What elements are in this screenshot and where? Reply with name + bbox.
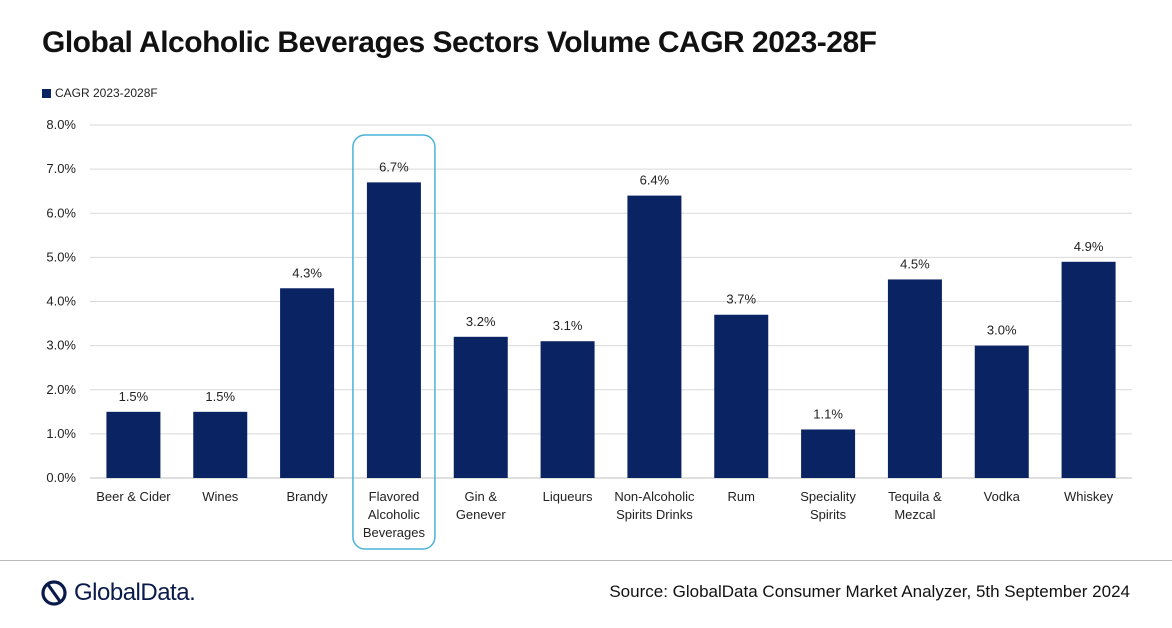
data-label: 3.2%: [466, 314, 496, 329]
bar: [974, 345, 1029, 478]
bar: [453, 336, 508, 478]
highlight-box: [352, 134, 436, 550]
data-label: 3.0%: [987, 323, 1017, 338]
chart-title: Global Alcoholic Beverages Sectors Volum…: [42, 26, 877, 59]
data-label: 1.5%: [205, 389, 235, 404]
x-tick-label: Liqueurs: [543, 489, 593, 504]
source-note: Source: GlobalData Consumer Market Analy…: [609, 582, 1130, 601]
data-label: 1.1%: [813, 406, 843, 421]
globaldata-logo-icon: [41, 580, 67, 606]
x-tick-label: Whiskey: [1064, 489, 1114, 504]
data-label: 4.3%: [292, 265, 322, 280]
x-tick-label: Gin & Genever: [456, 489, 507, 522]
data-label: 3.1%: [553, 318, 583, 333]
bar: [627, 195, 682, 478]
y-tick-label: 5.0%: [46, 249, 76, 264]
globaldata-logo: GlobalData.: [40, 578, 196, 608]
legend-label: CAGR 2023-2028F: [55, 86, 158, 100]
bar: [193, 411, 248, 478]
bar: [887, 279, 942, 478]
bar: [106, 411, 161, 478]
legend: CAGR 2023-2028F: [42, 86, 158, 100]
data-label: 3.7%: [726, 292, 756, 307]
bar: [1061, 261, 1116, 478]
y-tick-label: 3.0%: [46, 338, 76, 353]
y-tick-label: 1.0%: [46, 426, 76, 441]
legend-swatch: [42, 88, 51, 98]
y-tick-label: 0.0%: [46, 470, 76, 485]
data-label: 6.4%: [640, 173, 670, 188]
x-tick-label: Rum: [728, 489, 755, 504]
x-tick-label: Speciality Spirits: [800, 489, 856, 522]
x-tick-label: Tequila & Mezcal: [888, 489, 942, 522]
y-tick-label: 6.0%: [46, 205, 76, 220]
bar: [280, 288, 335, 478]
data-label: 1.5%: [119, 389, 149, 404]
bar: [714, 314, 769, 478]
x-tick-label: Brandy: [286, 489, 328, 504]
y-tick-label: 8.0%: [46, 117, 76, 132]
logo-text: GlobalData.: [74, 579, 196, 606]
y-tick-label: 2.0%: [46, 382, 76, 397]
x-tick-label: Wines: [202, 489, 239, 504]
data-label: 4.9%: [1074, 239, 1104, 254]
y-tick-label: 7.0%: [46, 161, 76, 176]
bar: [801, 429, 856, 478]
bar-chart: 0.0% 1.0% 2.0% 3.0% 4.0% 5.0% 6.0% 7.0% 8.0% 1.5%…: [46, 117, 1132, 550]
bar: [366, 182, 421, 479]
x-tick-label: Non-Alcoholic Spirits Drinks: [614, 489, 695, 522]
data-label: 4.5%: [900, 256, 930, 271]
bar: [540, 341, 595, 478]
x-tick-label: Vodka: [984, 489, 1021, 504]
y-tick-label: 4.0%: [46, 294, 76, 309]
data-label: 6.7%: [379, 159, 409, 174]
x-tick-label: Beer & Cider: [96, 489, 171, 504]
footer-divider: [0, 560, 1172, 561]
x-tick-label: Flavored Alcoholic Beverages: [363, 489, 426, 540]
